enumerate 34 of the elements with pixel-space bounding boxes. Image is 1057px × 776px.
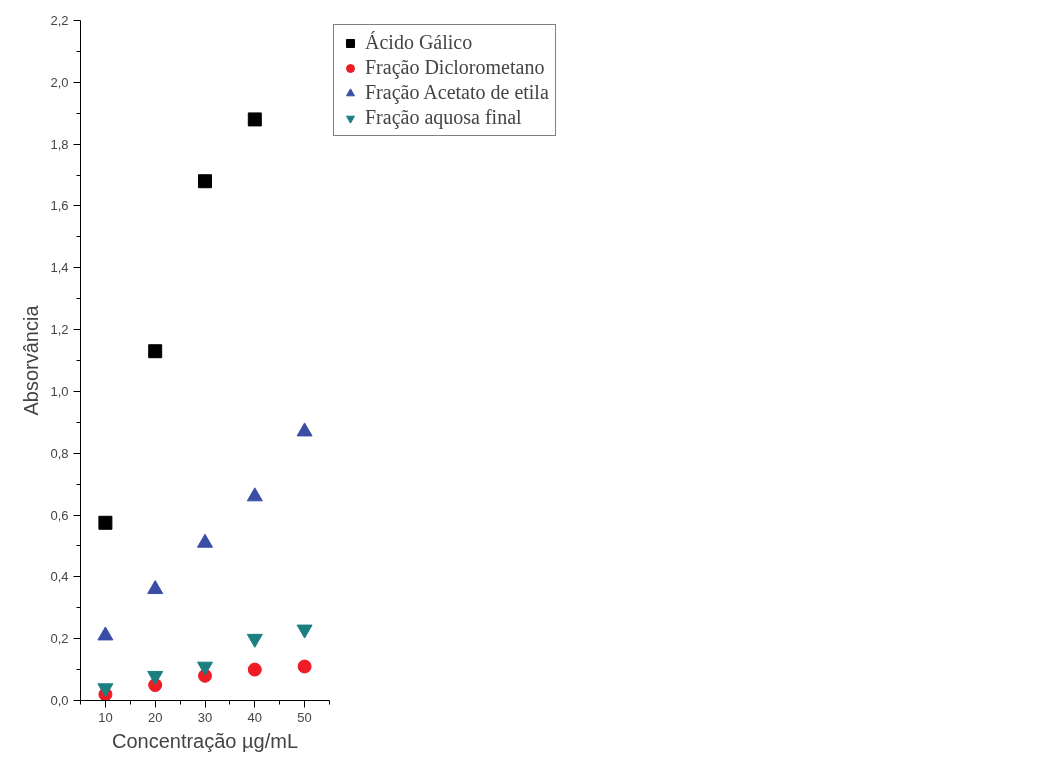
y-tick-label: 1,2 (50, 322, 69, 338)
x-tick-label: 10 (98, 709, 113, 725)
point (148, 344, 163, 359)
point (147, 670, 164, 685)
legend-label: Fração Acetato de etila (365, 81, 549, 104)
point (197, 661, 213, 676)
y-tick-label: 1,0 (50, 383, 69, 399)
legend-label: Ácido Gálico (365, 31, 473, 54)
y-axis-title: Absorvância (20, 304, 43, 416)
x-tick-label: 40 (247, 709, 263, 725)
y-tick-label: 0,2 (50, 631, 69, 647)
y-tick-label: 1,8 (50, 136, 69, 152)
y-tick-label: 0,0 (50, 693, 69, 708)
point (198, 174, 212, 189)
point (247, 662, 262, 677)
x-tick-label: 50 (297, 709, 312, 725)
point (97, 683, 114, 698)
x-tick-label: 20 (147, 709, 163, 725)
point (247, 112, 262, 127)
y-tick-label: 1,4 (50, 260, 69, 276)
legend-label: Fração aquosa final (365, 106, 522, 129)
y-tick-label: 2,2 (50, 13, 69, 28)
point (297, 659, 312, 674)
point (246, 633, 263, 648)
y-tick-label: 0,8 (50, 445, 69, 461)
legend-label: Fração Diclorometano (365, 56, 545, 79)
point (296, 624, 313, 639)
y-tick-label: 2,0 (50, 74, 69, 90)
x-tick-label: 30 (197, 709, 213, 725)
y-tick-label: 0,6 (50, 507, 69, 523)
y-tick-label: 0,4 (50, 569, 69, 585)
y-tick-label: 1,6 (50, 198, 69, 214)
x-axis-title: Concentração µg/mL (111, 729, 299, 752)
point (98, 515, 113, 530)
